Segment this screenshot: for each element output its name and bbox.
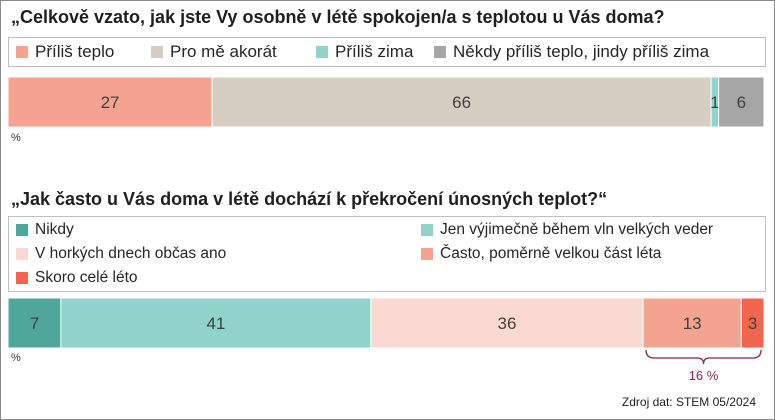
- legend-swatch: [16, 224, 28, 236]
- bar-value-label-0-3: 6: [737, 93, 746, 112]
- legend-item-casto: Často, poměrně velkou část léta: [421, 245, 661, 263]
- legend-item-prilis-zima: Příliš zima: [316, 42, 413, 62]
- bar-value-label-1-0: 7: [30, 314, 39, 333]
- annotation-label: 16 %: [689, 368, 719, 383]
- chart-2-title: „Jak často u Vás doma v létě dochází k p…: [11, 189, 608, 209]
- chart-2-unit-label: %: [11, 352, 21, 364]
- bar-segment-1-1: [60, 297, 372, 349]
- bar-segment-1-4: [740, 297, 765, 349]
- bar-segment-1-0: [7, 297, 62, 349]
- legend-label: V horkých dnech občas ano: [35, 245, 227, 262]
- bar-value-label-0-2: 1: [710, 93, 719, 112]
- legend-label: Skoro celé léto: [35, 269, 138, 286]
- legend-swatch: [434, 46, 446, 58]
- source-note: Zdroj dat: STEM 05/2024: [621, 395, 756, 409]
- chart-2-legend: Nikdy Jen výjimečně během vln velkých ve…: [8, 216, 766, 292]
- legend-swatch: [151, 46, 163, 58]
- bar-segment-1-2: [370, 297, 644, 349]
- legend-item-pro-me-akorat: Pro mě akorát: [151, 42, 277, 62]
- legend-label: Často, poměrně velkou část léta: [440, 245, 662, 262]
- legend-label: Pro mě akorát: [170, 42, 277, 61]
- bar-value-label-1-3: 13: [683, 314, 702, 333]
- legend-item-obcas-ano: V horkých dnech občas ano: [16, 245, 226, 263]
- chart-1-legend: Příliš teplo Pro mě akorát Příliš zima N…: [8, 37, 766, 67]
- chart-1-title: „Celkově vzato, jak jste Vy osobně v lét…: [11, 7, 665, 27]
- bar-value-label-1-1: 41: [206, 314, 225, 333]
- legend-label: Příliš zima: [335, 42, 414, 61]
- legend-item-nekdy: Někdy příliš teplo, jindy příliš zima: [434, 42, 709, 62]
- legend-item-nikdy: Nikdy: [16, 221, 74, 239]
- legend-label: Někdy příliš teplo, jindy příliš zima: [453, 42, 710, 61]
- bar-value-label-0-0: 27: [101, 93, 120, 112]
- legend-swatch: [421, 224, 433, 236]
- legend-swatch: [16, 248, 28, 260]
- bar-segment-0-0: [7, 76, 213, 128]
- bar-value-label-1-2: 36: [497, 314, 516, 333]
- legend-swatch: [421, 248, 433, 260]
- legend-item-jen-vyjimecne: Jen výjimečně během vln velkých veder: [421, 221, 713, 239]
- legend-label: Nikdy: [35, 221, 74, 238]
- legend-label: Jen výjimečně během vln velkých veder: [440, 221, 714, 238]
- legend-label: Příliš teplo: [35, 42, 115, 61]
- bar-value-label-0-1: 66: [452, 93, 471, 112]
- legend-swatch: [16, 46, 28, 58]
- legend-item-prilis-teplo: Příliš teplo: [16, 42, 114, 62]
- chart-1-unit-label: %: [11, 132, 21, 144]
- bar-segment-0-3: [718, 76, 765, 128]
- bar-value-label-1-4: 3: [748, 314, 757, 333]
- bar-segment-1-3: [642, 297, 742, 349]
- legend-swatch: [316, 46, 328, 58]
- legend-swatch: [16, 272, 28, 284]
- annotation-brace: [645, 349, 762, 365]
- legend-item-skoro-cele-leto: Skoro celé léto: [16, 269, 138, 287]
